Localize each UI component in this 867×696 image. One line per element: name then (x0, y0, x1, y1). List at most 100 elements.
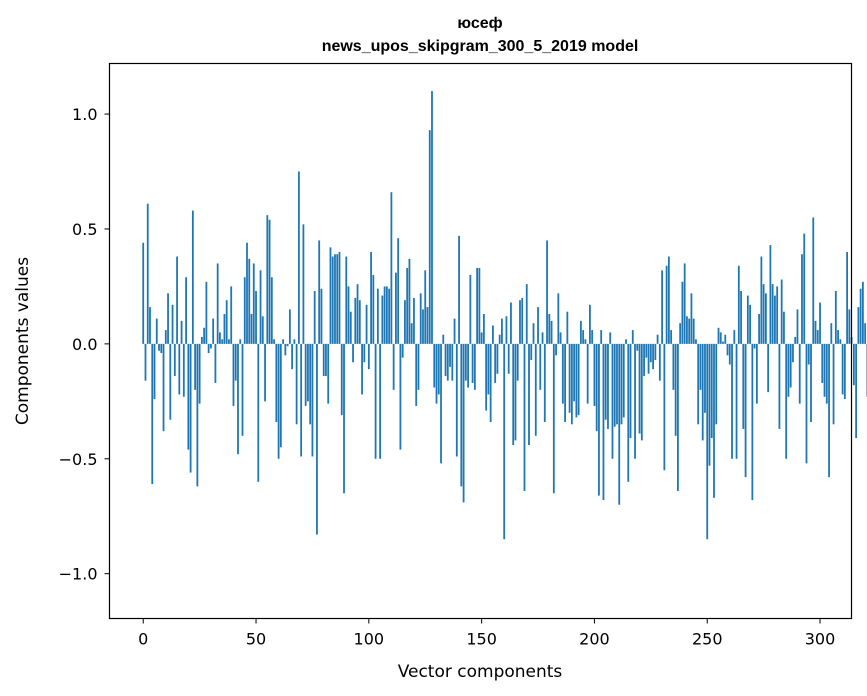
bar (801, 254, 803, 344)
bar (728, 343, 731, 365)
bar (744, 343, 747, 478)
bar (532, 323, 535, 344)
bar (363, 343, 366, 363)
bar (677, 343, 679, 491)
bar (228, 339, 230, 344)
bar (496, 343, 499, 374)
bar (225, 300, 228, 344)
bar (706, 343, 709, 540)
bar (428, 130, 431, 344)
bar (354, 297, 357, 344)
bar (349, 311, 352, 344)
bar (663, 343, 666, 471)
bar (787, 343, 790, 397)
bar (358, 300, 361, 344)
bar (385, 286, 388, 344)
bar (758, 314, 761, 344)
bar (830, 323, 833, 344)
x-tick-label: 300 (805, 630, 836, 649)
x-tick-label: 200 (579, 630, 610, 649)
y-axis-ticks: 1.0 0.5 0.0 −0.5 −1.0 (59, 105, 110, 584)
plot-frame (108, 62, 853, 620)
bar (397, 238, 400, 344)
bar (537, 307, 539, 344)
bar (309, 343, 312, 425)
bar (519, 300, 521, 344)
bar (649, 343, 652, 363)
bar (852, 343, 855, 386)
bar (230, 286, 233, 344)
y-tick-label: −1.0 (59, 565, 98, 584)
bar (855, 343, 858, 439)
bars-group (142, 91, 867, 540)
bar (282, 339, 284, 344)
bar (629, 343, 632, 439)
bar (437, 343, 440, 395)
bar (270, 277, 273, 344)
bar (715, 343, 718, 425)
bar (343, 343, 345, 494)
bar (559, 332, 562, 344)
bar (658, 343, 661, 381)
bar (661, 270, 664, 344)
bar (164, 330, 167, 344)
bar (431, 91, 433, 344)
bar (480, 332, 483, 344)
bar (848, 309, 851, 344)
bar (839, 339, 842, 344)
bar (304, 343, 307, 406)
bar (455, 343, 458, 457)
bar (521, 297, 524, 344)
bar (546, 240, 548, 344)
bar (239, 339, 242, 344)
bar (374, 343, 377, 459)
bar (318, 240, 321, 344)
bar (751, 343, 754, 501)
bar (616, 343, 618, 425)
bar (819, 302, 821, 344)
bar (525, 284, 528, 344)
bar (191, 210, 194, 344)
bar (708, 343, 711, 466)
bar (647, 343, 650, 374)
bar (717, 327, 720, 344)
bar (846, 251, 848, 344)
bar (656, 334, 659, 344)
bar (462, 343, 465, 503)
bar (769, 245, 772, 344)
bar (489, 343, 492, 423)
bar (212, 318, 215, 344)
bar (767, 343, 770, 393)
bar (548, 314, 551, 344)
bar (297, 171, 300, 344)
bar (288, 309, 291, 344)
bar (473, 343, 476, 390)
x-axis-label: Vector components (398, 662, 563, 682)
bar (173, 343, 176, 377)
bar (268, 219, 271, 344)
bar (528, 343, 530, 445)
bar (618, 343, 621, 505)
bar (722, 341, 724, 344)
bar (435, 343, 438, 404)
bar (198, 343, 201, 404)
bar (176, 256, 178, 344)
bar (695, 339, 697, 344)
bar (494, 343, 497, 383)
bar (503, 343, 506, 540)
bar (713, 343, 715, 498)
bar (627, 343, 630, 482)
bar (399, 343, 402, 450)
bar (158, 343, 160, 351)
bar (404, 300, 406, 344)
bar (257, 343, 260, 482)
bar (482, 314, 485, 344)
bar (640, 343, 643, 441)
bar (214, 343, 217, 383)
bar (794, 336, 797, 344)
bar (864, 323, 867, 344)
bar (828, 343, 830, 478)
bar (487, 343, 490, 395)
bar (764, 293, 767, 344)
bar (638, 343, 641, 434)
